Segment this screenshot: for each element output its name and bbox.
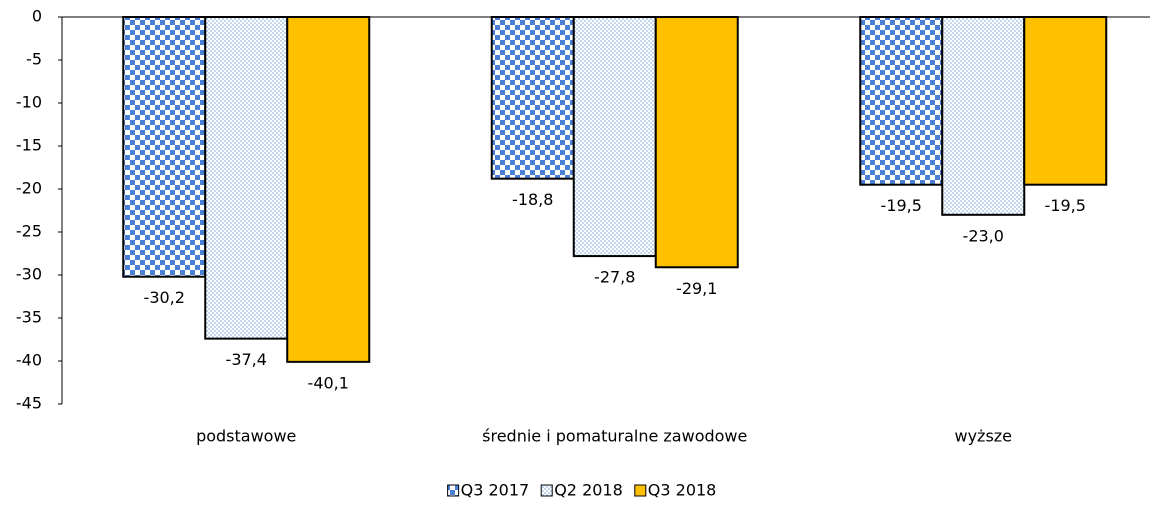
x-tick-label: wyższe [954, 427, 1012, 446]
legend-label: Q3 2018 [648, 481, 717, 500]
value-label: -23,0 [963, 226, 1004, 245]
y-tick-label: -20 [16, 179, 42, 198]
y-tick-label: 0 [32, 7, 42, 26]
value-label: -19,5 [1045, 196, 1086, 215]
y-tick-label: -5 [26, 50, 42, 69]
legend-label: Q3 2017 [461, 481, 530, 500]
legend-swatch [447, 484, 460, 497]
bar [1023, 16, 1108, 186]
y-tick-label: -45 [16, 394, 42, 413]
bar [859, 16, 944, 186]
bar [941, 16, 1026, 216]
bar [572, 16, 657, 258]
value-label: -18,8 [512, 190, 553, 209]
y-tick-label: -15 [16, 136, 42, 155]
value-label: -19,5 [881, 196, 922, 215]
value-label: -29,1 [676, 279, 717, 298]
bar [286, 16, 371, 363]
legend-label: Q2 2018 [554, 481, 623, 500]
bar [490, 16, 575, 180]
y-tick-label: -40 [16, 351, 42, 370]
bar [204, 16, 289, 340]
value-label: -37,4 [226, 350, 267, 369]
bar [122, 16, 207, 278]
y-tick-label: -25 [16, 222, 42, 241]
x-tick-label: średnie i pomaturalne zawodowe [482, 427, 747, 446]
value-label: -30,2 [144, 288, 185, 307]
y-tick-label: -35 [16, 308, 42, 327]
bar [654, 16, 739, 269]
value-label: -27,8 [594, 268, 635, 287]
x-tick-label: podstawowe [196, 427, 296, 446]
y-tick-label: -30 [16, 265, 42, 284]
value-label: -40,1 [308, 373, 349, 392]
legend-swatch [540, 484, 553, 497]
y-tick-label: -10 [16, 93, 42, 112]
legend-swatch [634, 484, 647, 497]
